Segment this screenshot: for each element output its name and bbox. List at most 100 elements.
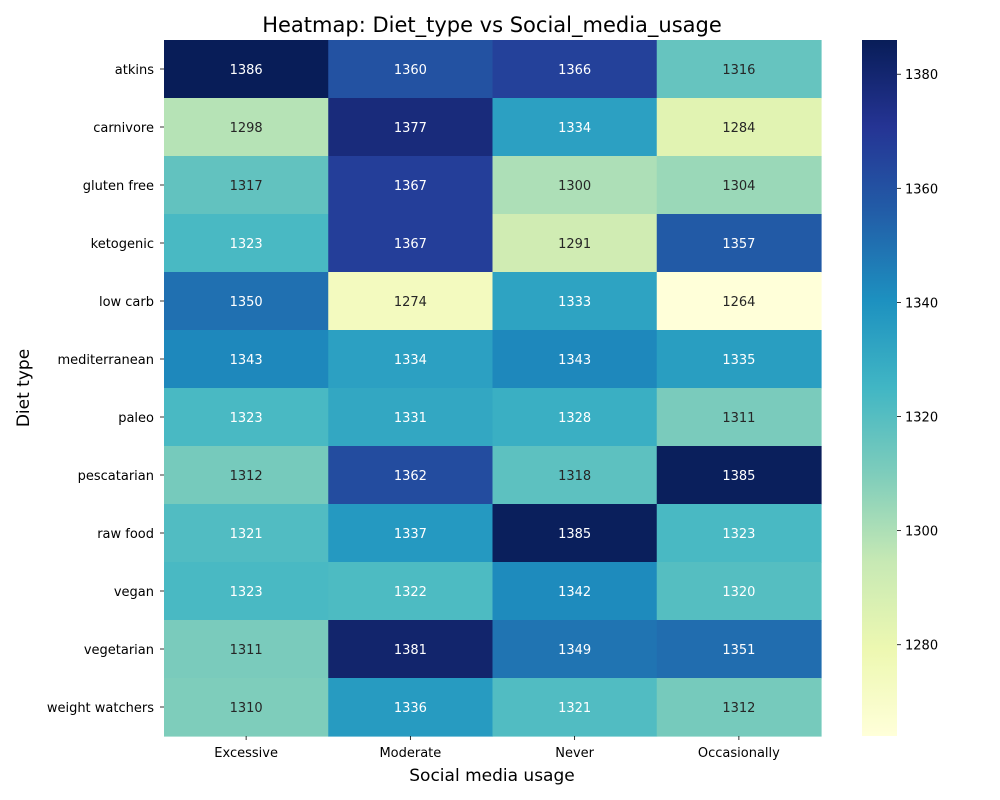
heatmap-cell [164,562,329,621]
heatmap-cell [656,388,822,447]
heatmap-cell [656,40,822,99]
cell-value-label: 1350 [230,295,263,310]
x-tick-label: Never [555,746,594,761]
heatmap-cell [164,504,329,563]
y-tick-labels: atkins carnivore gluten free ketogenic low c… [47,63,164,716]
cell-value-label: 1360 [394,63,427,78]
cell-value-label: 1284 [722,121,755,136]
heatmap-cell [164,156,329,215]
cell-value-label: 1336 [394,701,427,716]
x-axis-label: Social media usage [409,766,574,786]
cell-value-label: 1328 [558,411,591,426]
heatmap-cell [656,330,822,389]
y-tick-label: ketogenic [91,237,154,252]
heatmap-cell [656,156,822,215]
colorbar-tick-label: 1340 [905,296,938,311]
heatmap-cell [328,562,494,621]
x-tick-label: Occasionally [698,746,780,761]
x-tick-label: Moderate [379,746,441,761]
heatmap-cell [492,562,658,621]
y-tick-label: low carb [99,295,154,310]
heatmap-cell [656,98,822,157]
heatmap-cell [164,40,329,99]
heatmap-cells: 1386 1360 1366 1316 1298 1377 1334 1284 1317 1367… [164,40,822,737]
heatmap-cell [656,272,822,331]
cell-value-label: 1342 [558,585,591,600]
cell-value-label: 1312 [722,701,755,716]
cell-value-label: 1343 [558,353,591,368]
cell-value-label: 1381 [394,643,427,658]
cell-value-label: 1321 [558,701,591,716]
heatmap-cell [492,272,658,331]
cell-value-label: 1367 [394,237,427,252]
y-tick-label: vegetarian [84,643,154,658]
cell-value-label: 1366 [558,63,591,78]
chart-title: Heatmap: Diet_type vs Social_media_usage [262,13,722,38]
heatmap-cell [328,330,494,389]
heatmap-cell [164,272,329,331]
heatmap-cell [492,446,658,505]
cell-value-label: 1333 [558,295,591,310]
heatmap-cell [328,678,494,737]
heatmap-cell [328,156,494,215]
cell-value-label: 1318 [558,469,591,484]
cell-value-label: 1323 [230,237,263,252]
heatmap-cell [656,620,822,679]
heatmap-cell [492,388,658,447]
cell-value-label: 1357 [722,237,755,252]
cell-value-label: 1312 [230,469,263,484]
cell-value-label: 1311 [722,411,755,426]
heatmap-cell [492,330,658,389]
cell-value-label: 1323 [230,411,263,426]
y-tick-label: paleo [118,411,154,426]
colorbar-tick-label: 1360 [905,182,938,197]
heatmap-cell [164,330,329,389]
cell-value-label: 1386 [230,63,263,78]
cell-value-label: 1291 [558,237,591,252]
heatmap-cell [164,620,329,679]
heatmap-cell [656,446,822,505]
heatmap-cell [492,214,658,273]
cell-value-label: 1351 [722,643,755,658]
y-tick-label: vegan [114,585,154,600]
colorbar-tick-labels: 1280 1300 1320 1340 1360 1380 [897,68,938,654]
heatmap-cell [164,388,329,447]
heatmap-cell [164,214,329,273]
heatmap-cell [164,446,329,505]
cell-value-label: 1335 [722,353,755,368]
y-tick-label: gluten free [83,179,154,194]
heatmap-cell [328,388,494,447]
heatmap-cell [492,504,658,563]
heatmap-cell [492,678,658,737]
cell-value-label: 1349 [558,643,591,658]
cell-value-label: 1322 [394,585,427,600]
y-tick-label: mediterranean [58,353,155,368]
colorbar-tick-label: 1320 [905,411,938,426]
cell-value-label: 1311 [230,643,263,658]
cell-value-label: 1264 [722,295,755,310]
heatmap-cell [164,678,329,737]
cell-value-label: 1321 [230,527,263,542]
colorbar-tick-label: 1280 [905,639,938,654]
colorbar [862,40,897,736]
colorbar-tick-label: 1300 [905,525,938,540]
cell-value-label: 1367 [394,179,427,194]
cell-value-label: 1274 [394,295,427,310]
heatmap-cell [656,562,822,621]
cell-value-label: 1385 [558,527,591,542]
heatmap-cell [164,98,329,157]
colorbar-tick-label: 1380 [905,68,938,83]
y-tick-label: weight watchers [47,701,154,716]
cell-value-label: 1334 [394,353,427,368]
x-tick-labels: Excessive Moderate Never Occasionally [214,736,780,761]
cell-value-label: 1317 [230,179,263,194]
cell-value-label: 1323 [230,585,263,600]
cell-value-label: 1320 [722,585,755,600]
heatmap-cell [492,40,658,99]
heatmap-cell [328,98,494,157]
heatmap-cell [328,40,494,99]
cell-value-label: 1304 [722,179,755,194]
heatmap-cell [328,214,494,273]
y-tick-label: raw food [97,527,154,542]
